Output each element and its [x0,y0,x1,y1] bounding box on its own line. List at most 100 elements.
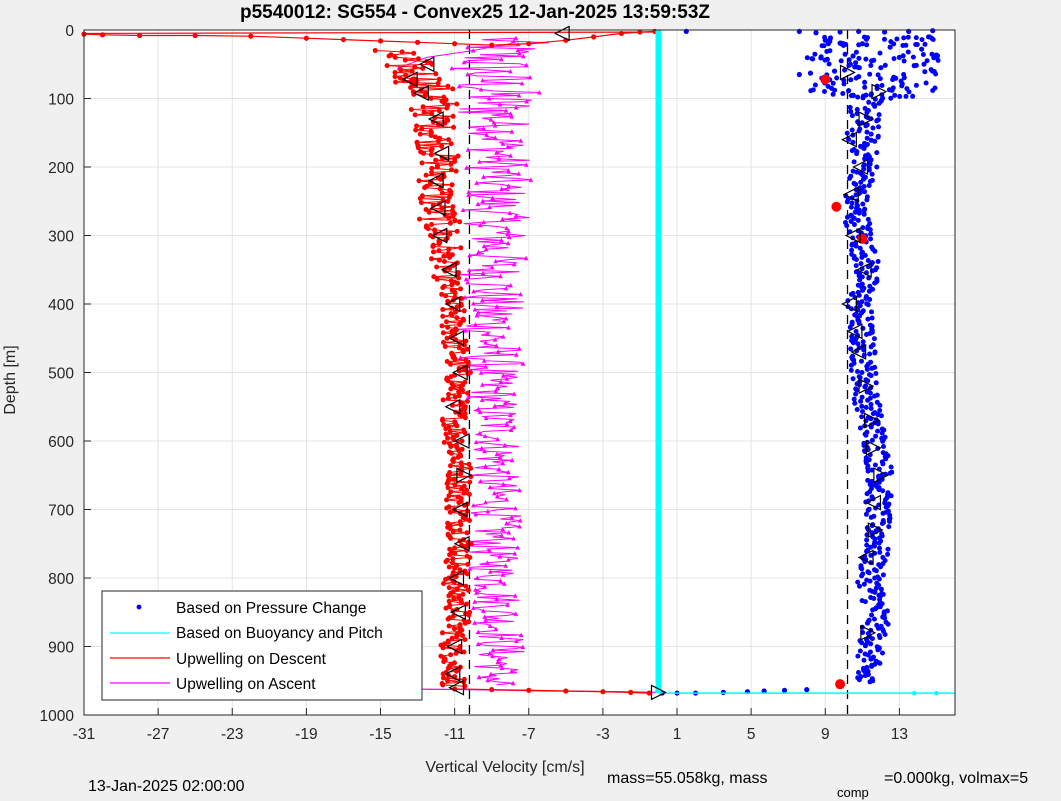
pressure-point [879,430,885,436]
ascent-point [518,292,523,297]
descent-point [443,576,449,582]
pressure-point [856,73,862,80]
ascent-point [466,394,471,399]
pressure-point [851,215,857,221]
descent-point [452,290,458,296]
ascent-point [509,114,515,119]
ascent-point [471,605,476,610]
descent-direction-marker [427,172,444,189]
pressure-point [849,334,855,339]
pressure-point [842,51,848,57]
descent-point [451,124,456,130]
descent-point [448,450,454,456]
ascent-point [500,527,506,532]
descent-point [409,68,415,74]
ascent-point [520,53,526,59]
ascent-point [506,168,511,173]
ascent-point [505,144,511,149]
pressure-point [913,42,919,47]
ascent-point [513,506,518,511]
descent-point [440,682,446,688]
pressure-point [864,542,870,548]
descent-direction-marker [444,665,461,682]
descent-point [456,345,462,351]
ascent-point [458,355,463,360]
pressure-point [874,150,880,156]
descent-point [463,544,469,549]
pressure-point [858,179,864,185]
ascent-point [513,611,519,616]
descent-point [467,518,472,523]
ascent-point [484,132,489,137]
pressure-point [862,599,868,605]
descent-surface-point [248,33,254,39]
descent-point [445,83,451,89]
descent-point [448,463,453,469]
pressure-point [875,259,881,264]
ascent-point [477,409,483,414]
pressure-point [851,159,857,165]
ascent-point [495,436,501,442]
ascent-point [477,159,482,164]
direction-markers [401,25,890,701]
descent-point [434,164,440,170]
ascent-point [472,620,477,625]
pressure-point [860,325,866,331]
descent-point [442,344,448,349]
descent-point [454,586,460,592]
descent-point [454,668,459,674]
pressure-point [886,524,892,530]
pressure-point [819,43,825,49]
pressure-point [911,63,917,69]
descent-point [446,585,452,591]
descent-point [458,471,464,477]
descent-direction-marker [427,111,444,128]
ascent-point [495,385,500,390]
descent-direction-marker [433,145,450,162]
descent-point [446,493,452,499]
y-tick-label: 1000 [40,708,75,725]
descent-point [448,535,454,541]
pressure-point [849,200,855,206]
pressure-point [869,663,875,669]
ascent-point [476,406,481,411]
descent-point [462,367,468,373]
descent-point [448,652,454,658]
ascent-point [508,283,514,288]
descent-point [440,330,446,336]
descent-point [408,85,414,90]
pressure-point [868,236,873,242]
pressure-point [875,72,881,78]
ascent-point [478,478,483,484]
pressure-point [869,309,874,315]
descent-surface-point [452,41,458,47]
ascent-point [518,632,524,637]
pressure-direction-marker [855,261,872,278]
pressure-point [873,568,879,574]
ascent-point [511,38,517,44]
pressure-point [867,227,873,233]
pressure-point [807,70,814,76]
ascent-point [473,322,478,327]
descent-point [452,394,458,400]
descent-surface-point [303,35,309,41]
descent-point [452,356,458,362]
descent-point [462,407,468,412]
pressure-point [860,339,866,345]
ascent-point [509,457,515,463]
pressure-point [856,677,862,683]
ascent-point [465,72,470,77]
pressure-point [868,231,874,237]
pressure-point [859,573,865,579]
ascent-point [497,102,503,107]
ascent-point [493,343,499,348]
pressure-point [812,51,818,57]
pressure-point [865,507,871,513]
descent-point [386,53,392,59]
pressure-point [850,340,856,346]
descent-point [399,49,405,55]
pressure-point [867,679,873,685]
descent-point [456,275,462,281]
ascent-point [506,228,511,234]
descent-direction-marker [448,330,465,347]
